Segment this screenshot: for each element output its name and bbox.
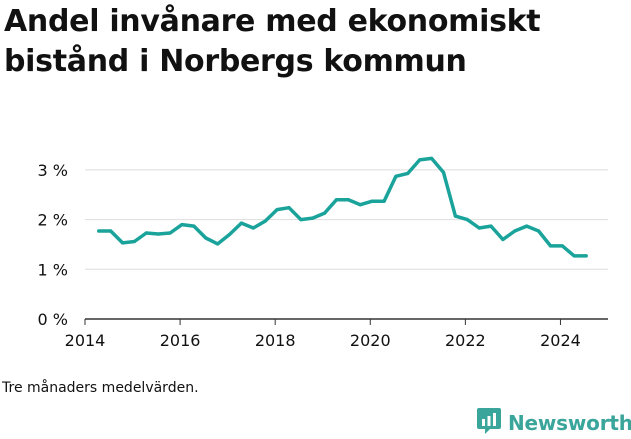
footnote: Tre månaders medelvärden. bbox=[2, 380, 199, 396]
data-point bbox=[394, 174, 398, 178]
data-point bbox=[441, 170, 446, 174]
x-tick-label: 2024 bbox=[540, 331, 581, 350]
axes: 0 % 1 % 2 % 3 % 2014 2016 2018 2020 2022 2024 bbox=[38, 161, 608, 350]
data-point bbox=[216, 242, 220, 246]
data-point bbox=[572, 254, 576, 258]
data-point bbox=[370, 199, 374, 203]
data-point bbox=[120, 241, 125, 245]
data-point bbox=[168, 231, 172, 235]
data-point bbox=[453, 214, 457, 218]
data-point bbox=[525, 224, 529, 228]
data-point bbox=[382, 199, 386, 203]
data-point bbox=[263, 219, 267, 223]
data-point bbox=[180, 222, 184, 227]
y-tick-label: 0 % bbox=[38, 310, 68, 329]
data-point bbox=[251, 226, 255, 230]
y-tick-label: 3 % bbox=[38, 161, 68, 180]
data-point bbox=[287, 206, 291, 210]
data-point bbox=[358, 203, 362, 207]
data-point bbox=[299, 217, 303, 222]
data-point bbox=[334, 198, 339, 202]
data-point bbox=[584, 254, 588, 258]
data-point bbox=[204, 236, 208, 240]
chart-title: Andel invånare med ekonomiskt bistånd i … bbox=[4, 4, 541, 79]
x-tick-label: 2018 bbox=[255, 331, 296, 350]
data-point bbox=[406, 171, 410, 175]
x-tick-label: 2020 bbox=[350, 331, 391, 350]
data-point bbox=[156, 232, 160, 236]
newsworthy-logo-icon bbox=[476, 407, 502, 439]
brand-name: Newsworthy bbox=[508, 411, 631, 435]
data-point bbox=[239, 221, 244, 225]
data-point bbox=[501, 237, 505, 242]
y-tick-label: 1 % bbox=[38, 260, 68, 279]
x-tick-label: 2014 bbox=[65, 331, 106, 350]
data-point bbox=[465, 217, 469, 222]
data-point bbox=[311, 216, 315, 220]
data-point bbox=[97, 229, 101, 233]
data-point bbox=[323, 211, 327, 215]
brand-logo[interactable]: Newsworthy bbox=[476, 408, 631, 438]
y-tick-label: 2 % bbox=[38, 211, 68, 230]
grid-lines bbox=[85, 169, 608, 270]
data-point bbox=[477, 226, 481, 230]
data-point bbox=[548, 244, 553, 248]
data-series bbox=[97, 156, 588, 258]
data-point bbox=[132, 239, 137, 244]
data-point bbox=[192, 224, 196, 228]
data-point bbox=[275, 208, 279, 212]
data-point bbox=[346, 198, 351, 202]
data-point bbox=[109, 229, 113, 233]
data-point bbox=[144, 231, 148, 235]
series-line bbox=[97, 156, 588, 258]
data-point bbox=[560, 244, 564, 248]
data-point bbox=[418, 158, 422, 162]
data-point bbox=[536, 229, 541, 233]
data-point bbox=[227, 232, 232, 237]
x-tick-label: 2022 bbox=[445, 331, 486, 350]
x-tick-label: 2016 bbox=[160, 331, 201, 350]
data-point bbox=[513, 229, 517, 233]
data-point bbox=[430, 156, 434, 161]
data-point bbox=[489, 224, 493, 228]
